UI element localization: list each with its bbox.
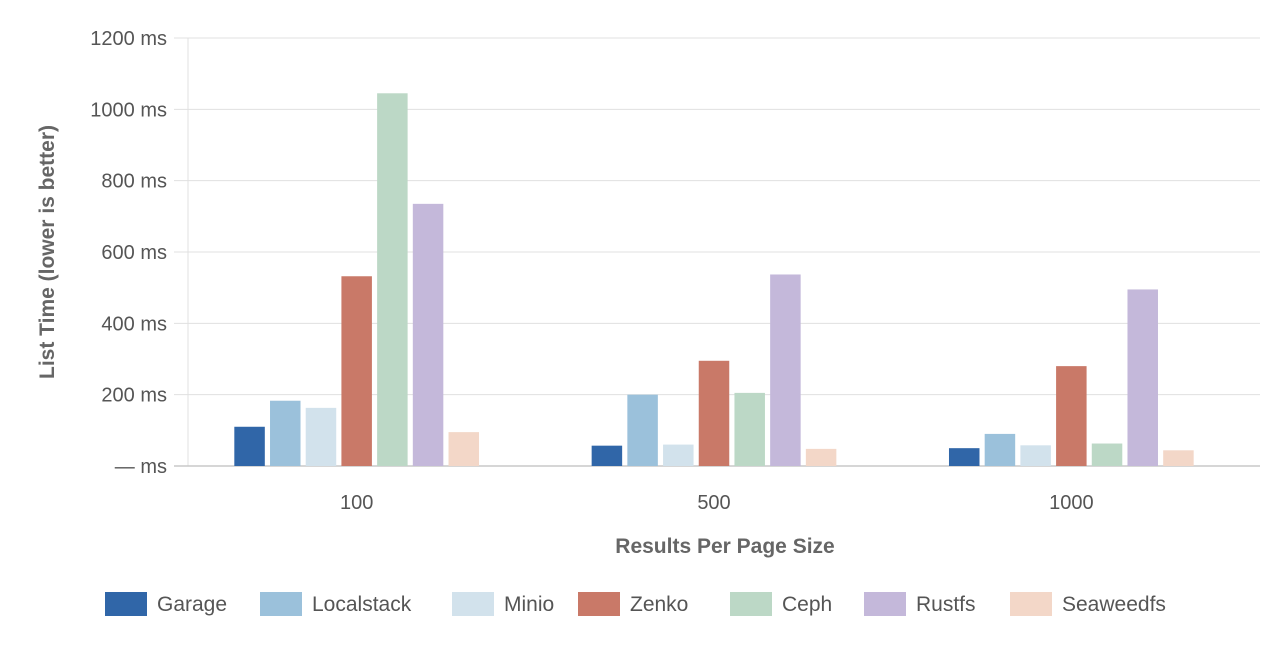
bar-seaweedfs-1000 (1163, 450, 1194, 466)
bar-zenko-100 (341, 276, 372, 466)
y-tick-label: 800 ms (101, 171, 167, 193)
legend-swatch (452, 592, 494, 616)
legend-item-zenko: Zenko (578, 592, 688, 616)
bar-minio-1000 (1020, 445, 1051, 466)
legend-label: Localstack (312, 593, 412, 616)
bar-ceph-100 (377, 93, 408, 467)
bar-rustfs-500 (770, 274, 801, 466)
legend-swatch (730, 592, 772, 616)
y-tick-label: 600 ms (101, 242, 167, 264)
x-tick-label: 500 (697, 492, 730, 514)
legend-swatch (260, 592, 302, 616)
legend-item-localstack: Localstack (260, 592, 412, 616)
y-axis-title: List Time (lower is better) (36, 125, 59, 379)
bar-ceph-500 (734, 392, 765, 466)
y-tick-label: 200 ms (101, 385, 167, 407)
legend-item-seaweedfs: Seaweedfs (1010, 592, 1166, 616)
legend-swatch (1010, 592, 1052, 616)
x-axis-title: Results Per Page Size (615, 535, 834, 558)
x-tick-label: 1000 (1049, 492, 1094, 514)
bar-garage-500 (591, 445, 623, 466)
bar-zenko-500 (698, 360, 730, 466)
bar-localstack-100 (270, 400, 301, 466)
legend-item-minio: Minio (452, 592, 554, 616)
legend-label: Rustfs (916, 593, 976, 616)
bar-ceph-1000 (1091, 443, 1123, 466)
legend-swatch (105, 592, 147, 616)
y-axis-ticks: — ms 200 ms 400 ms 600 ms 800 ms 1000 ms 1200 … (90, 28, 167, 478)
y-tick-label: 1200 ms (90, 28, 167, 50)
y-tick-label: — ms (115, 456, 167, 478)
legend-label: Zenko (630, 593, 688, 616)
legend-label: Ceph (782, 593, 832, 616)
legend-label: Garage (157, 593, 227, 616)
legend-item-rustfs: Rustfs (864, 592, 976, 616)
bar-localstack-500 (627, 394, 658, 466)
x-axis-ticks: 100 500 1000 (340, 492, 1094, 514)
bar-rustfs-1000 (1127, 289, 1158, 466)
y-tick-label: 400 ms (101, 313, 167, 335)
legend-swatch (864, 592, 906, 616)
legend-item-garage: Garage (105, 592, 227, 616)
y-tick-label: 1000 ms (90, 99, 167, 121)
bar-zenko-1000 (1056, 366, 1087, 466)
bar-garage-1000 (948, 448, 980, 466)
bar-minio-500 (663, 444, 694, 466)
legend-label: Minio (504, 593, 554, 616)
legend: Garage Localstack Minio Zenko Ceph Rustfs Seaw… (105, 592, 1166, 616)
bar-localstack-1000 (984, 433, 1016, 466)
legend-item-ceph: Ceph (730, 592, 832, 616)
legend-swatch (578, 592, 620, 616)
bars (234, 93, 1194, 467)
bar-rustfs-100 (412, 203, 444, 466)
bar-seaweedfs-500 (805, 448, 837, 466)
bar-minio-100 (305, 407, 337, 466)
bar-seaweedfs-100 (448, 432, 480, 466)
bar-garage-100 (234, 426, 265, 466)
legend-label: Seaweedfs (1062, 593, 1166, 616)
x-tick-label: 100 (340, 492, 373, 514)
